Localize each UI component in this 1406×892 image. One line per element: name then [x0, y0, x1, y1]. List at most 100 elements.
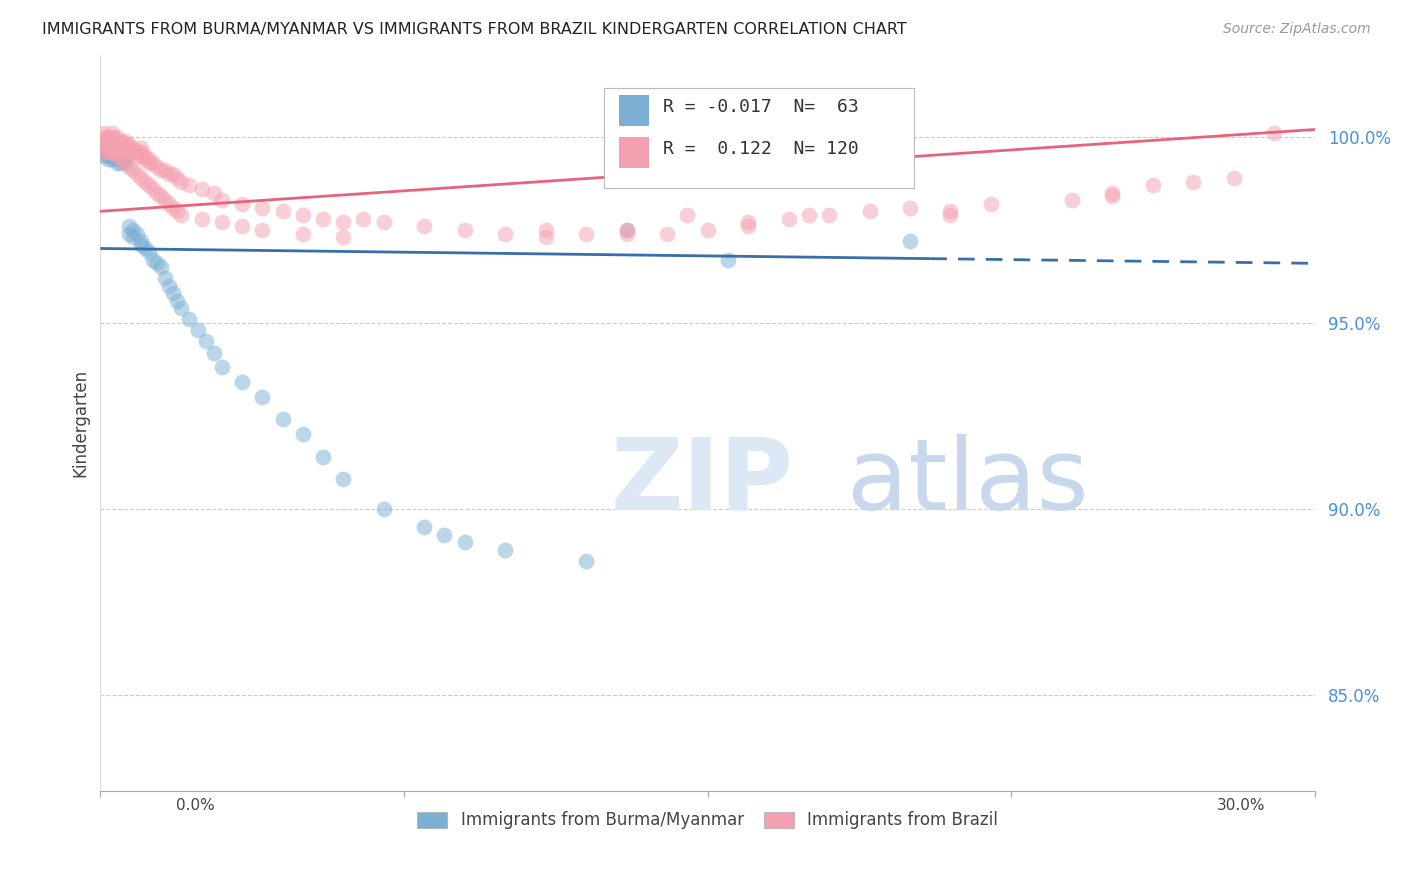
Point — [114, 141, 136, 155]
Point — [101, 148, 124, 162]
Point — [129, 237, 152, 252]
Point — [97, 130, 120, 145]
Point — [454, 535, 477, 549]
Text: 0.0%: 0.0% — [176, 798, 215, 814]
Point — [150, 163, 173, 178]
Point — [93, 137, 115, 152]
Point — [146, 160, 169, 174]
Point — [129, 148, 152, 162]
Point — [114, 148, 136, 162]
Point — [291, 208, 314, 222]
Point — [101, 145, 124, 159]
Point — [101, 137, 124, 152]
Point — [97, 148, 120, 162]
Point — [211, 360, 233, 375]
Point — [170, 301, 193, 315]
Point — [575, 554, 598, 568]
Point — [97, 145, 120, 159]
Point — [125, 148, 148, 162]
Point — [162, 286, 184, 301]
Point — [170, 175, 193, 189]
Point — [105, 134, 128, 148]
Point — [93, 148, 115, 162]
Point — [134, 153, 156, 167]
Text: Source: ZipAtlas.com: Source: ZipAtlas.com — [1223, 22, 1371, 37]
Point — [271, 412, 294, 426]
Point — [1101, 189, 1123, 203]
Point — [291, 427, 314, 442]
Point — [97, 141, 120, 155]
Point — [97, 145, 120, 159]
Point — [105, 141, 128, 155]
Point — [157, 167, 180, 181]
Y-axis label: Kindergarten: Kindergarten — [72, 369, 89, 477]
Point — [231, 197, 253, 211]
Point — [101, 126, 124, 140]
Point — [110, 134, 132, 148]
Point — [118, 219, 141, 234]
Point — [97, 137, 120, 152]
Point — [153, 193, 176, 207]
Point — [939, 208, 962, 222]
Point — [179, 312, 201, 326]
Point — [534, 223, 557, 237]
Point — [312, 450, 335, 464]
Text: IMMIGRANTS FROM BURMA/MYANMAR VS IMMIGRANTS FROM BRAZIL KINDERGARTEN CORRELATION: IMMIGRANTS FROM BURMA/MYANMAR VS IMMIGRA… — [42, 22, 907, 37]
Point — [110, 156, 132, 170]
Point — [118, 160, 141, 174]
Point — [93, 141, 115, 155]
Point — [93, 126, 115, 140]
Point — [110, 137, 132, 152]
Point — [696, 223, 718, 237]
Point — [105, 148, 128, 162]
Point — [252, 201, 274, 215]
Point — [110, 141, 132, 155]
Point — [114, 156, 136, 170]
Point — [202, 345, 225, 359]
Point — [157, 197, 180, 211]
Point — [138, 245, 160, 260]
Point — [1101, 186, 1123, 200]
Point — [231, 376, 253, 390]
Point — [332, 230, 354, 244]
Point — [150, 189, 173, 203]
Text: R =  0.122  N= 120: R = 0.122 N= 120 — [662, 140, 859, 158]
Point — [118, 141, 141, 155]
Point — [898, 201, 921, 215]
Point — [778, 211, 800, 226]
Bar — [619, 136, 650, 168]
Point — [93, 141, 115, 155]
Point — [101, 153, 124, 167]
Point — [97, 141, 120, 155]
Point — [146, 186, 169, 200]
Point — [114, 153, 136, 167]
Point — [101, 134, 124, 148]
Point — [105, 130, 128, 145]
Point — [980, 197, 1002, 211]
Point — [616, 223, 638, 237]
Point — [231, 219, 253, 234]
Point — [129, 170, 152, 185]
Point — [114, 134, 136, 148]
Point — [114, 145, 136, 159]
Point — [166, 170, 188, 185]
Point — [898, 234, 921, 248]
Point — [101, 145, 124, 159]
Point — [101, 137, 124, 152]
Point — [271, 204, 294, 219]
Point — [939, 204, 962, 219]
Point — [105, 145, 128, 159]
Point — [97, 134, 120, 148]
Point — [179, 178, 201, 193]
Point — [134, 242, 156, 256]
Point — [170, 208, 193, 222]
Point — [105, 153, 128, 167]
Text: ZIP: ZIP — [610, 434, 793, 531]
Point — [676, 208, 699, 222]
Point — [252, 390, 274, 404]
Point — [138, 178, 160, 193]
Point — [157, 278, 180, 293]
Point — [433, 527, 456, 541]
Point — [153, 271, 176, 285]
Point — [655, 227, 678, 241]
